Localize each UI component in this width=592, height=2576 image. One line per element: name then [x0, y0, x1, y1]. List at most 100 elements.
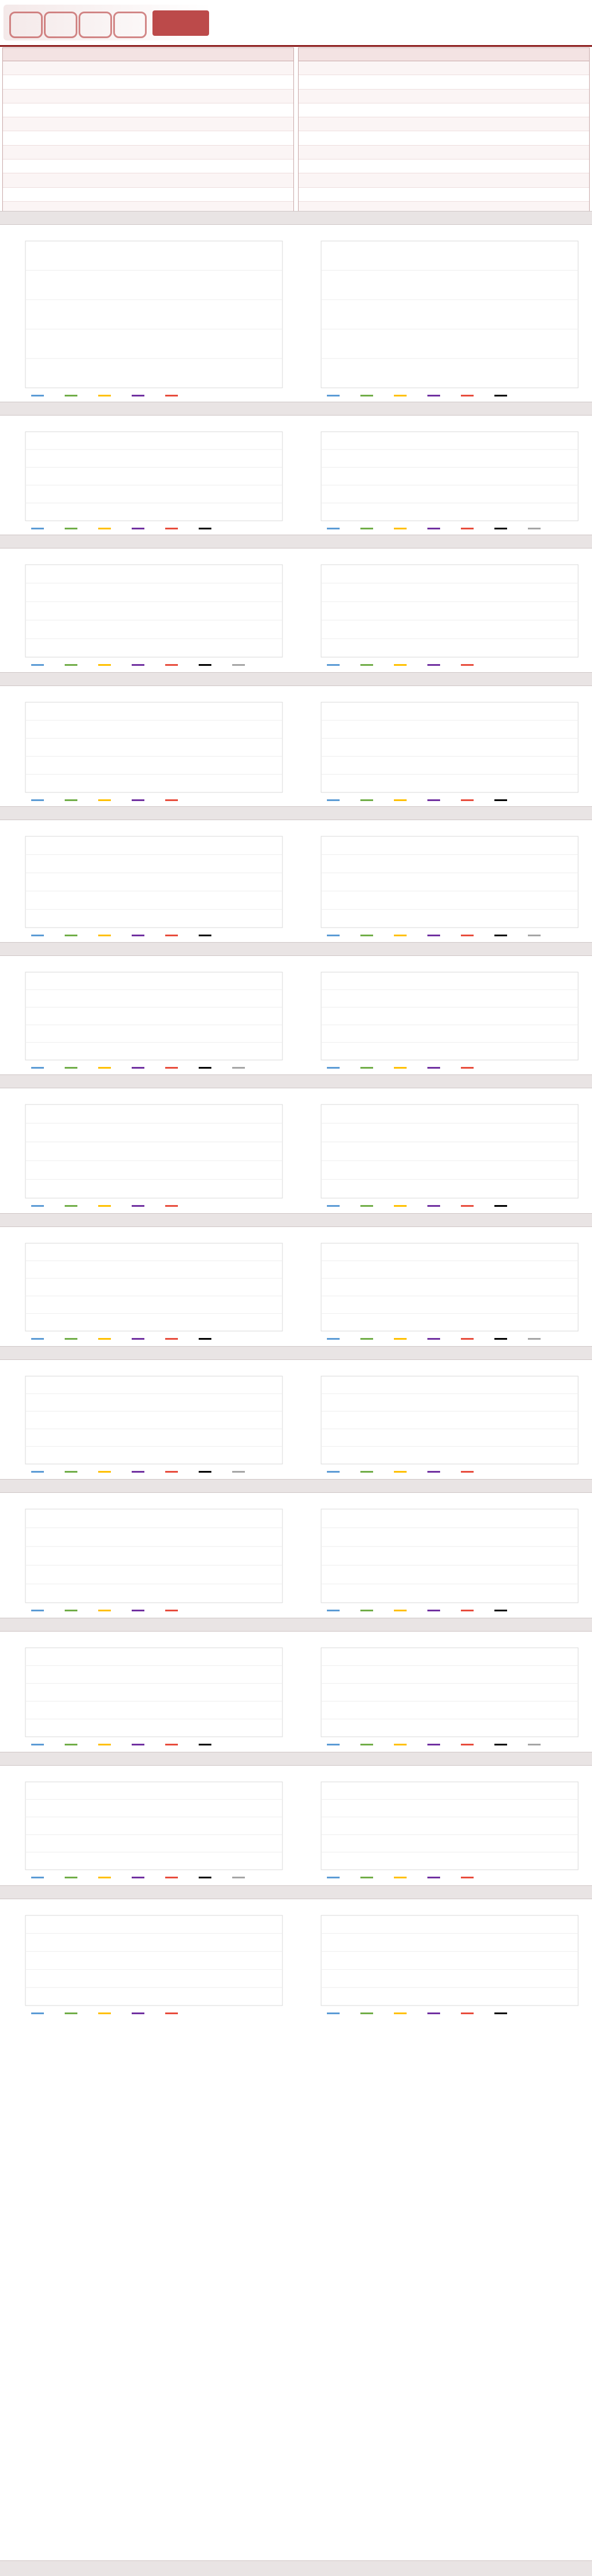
chart-panel — [298, 1088, 590, 1218]
legend-swatch — [65, 395, 77, 396]
legend-swatch — [165, 935, 178, 936]
legend-swatch — [494, 1205, 507, 1207]
legend-swatch — [132, 799, 144, 801]
legend-swatch — [327, 1744, 340, 1745]
chart-panel — [2, 548, 294, 677]
chart-panel — [2, 1360, 294, 1484]
chart-svg — [321, 1376, 579, 1473]
legend-swatch — [360, 1744, 373, 1745]
plot-area — [321, 431, 579, 521]
table-row — [3, 145, 293, 160]
logo-mark — [44, 12, 77, 38]
legend-swatch — [132, 395, 144, 396]
legend-swatch — [132, 1205, 144, 1207]
legend-swatch — [494, 2012, 507, 2014]
legend-swatch — [165, 1338, 178, 1340]
plot-area — [321, 1647, 579, 1737]
table-row — [299, 160, 589, 174]
plot-area — [25, 564, 283, 658]
legend-swatch — [31, 799, 44, 801]
legend-swatch — [165, 395, 178, 396]
legend-swatch — [31, 395, 44, 396]
legend-swatch — [461, 1067, 474, 1069]
legend-swatch — [65, 664, 77, 666]
logo-seal — [152, 10, 209, 36]
plot-area — [25, 836, 283, 928]
legend-swatch — [132, 1338, 144, 1340]
legend-swatch — [65, 1067, 77, 1069]
legend-swatch — [98, 1471, 111, 1473]
plot-area — [321, 702, 579, 793]
chart-svg — [25, 240, 283, 396]
chart-title-band — [0, 1618, 592, 1632]
chart-panel — [298, 1766, 590, 1889]
legend-swatch — [65, 1877, 77, 1878]
logo-mark — [9, 12, 43, 38]
legend-swatch — [394, 1744, 407, 1745]
legend-swatch — [360, 799, 373, 801]
summary-table — [0, 47, 592, 216]
legend-swatch — [327, 664, 340, 666]
legend-swatch — [31, 935, 44, 936]
table-row — [3, 160, 293, 174]
chart-panel — [2, 1088, 294, 1218]
legend-swatch — [31, 1205, 44, 1207]
legend-swatch — [232, 1471, 245, 1473]
legend-swatch — [31, 1067, 44, 1069]
plot-area — [25, 1508, 283, 1603]
chart-svg — [321, 1243, 579, 1340]
table-row — [3, 89, 293, 103]
legend-swatch — [394, 1205, 407, 1207]
legend-swatch — [199, 1877, 211, 1878]
legend-swatch — [427, 799, 440, 801]
legend-swatch — [232, 1877, 245, 1878]
legend-swatch — [327, 1471, 340, 1473]
chart-title-band — [0, 1346, 592, 1360]
legend-swatch — [65, 1338, 77, 1340]
legend-swatch — [31, 1877, 44, 1878]
legend-swatch — [165, 664, 178, 666]
chart-title-band — [0, 402, 592, 416]
legend-swatch — [427, 1205, 440, 1207]
plot-area — [25, 1104, 283, 1199]
legend-swatch — [427, 1877, 440, 1878]
legend-swatch — [165, 528, 178, 529]
plot-area — [321, 1104, 579, 1199]
legend-swatch — [132, 1610, 144, 1611]
legend-swatch — [494, 935, 507, 936]
legend-swatch — [461, 1471, 474, 1473]
table-row — [299, 173, 589, 188]
table-header-row — [299, 48, 589, 61]
legend-swatch — [232, 664, 245, 666]
plot-area — [321, 972, 579, 1061]
legend-swatch — [327, 2012, 340, 2014]
chart-panel — [2, 225, 294, 407]
chart-svg — [25, 1243, 283, 1340]
legend-swatch — [65, 799, 77, 801]
legend-swatch — [494, 1744, 507, 1745]
legend-swatch — [494, 395, 507, 396]
legend-swatch — [327, 935, 340, 936]
legend-swatch — [360, 528, 373, 529]
legend-swatch — [327, 1877, 340, 1878]
legend-swatch — [31, 1471, 44, 1473]
legend-swatch — [360, 1067, 373, 1069]
legend-swatch — [327, 799, 340, 801]
legend-swatch — [461, 1338, 474, 1340]
legend-swatch — [132, 1744, 144, 1745]
chart-panel — [298, 416, 590, 540]
spot-price-table — [2, 47, 294, 216]
legend-swatch — [427, 1338, 440, 1340]
legend-swatch — [31, 1338, 44, 1340]
chart-panel — [2, 1766, 294, 1889]
legend-swatch — [360, 1471, 373, 1473]
legend-swatch — [394, 1471, 407, 1473]
chart-panel — [2, 1632, 294, 1756]
logo-mark — [113, 12, 147, 38]
legend-swatch — [199, 664, 211, 666]
legend-swatch — [394, 528, 407, 529]
legend-swatch — [132, 935, 144, 936]
chart-panel — [2, 1493, 294, 1622]
legend-swatch — [199, 1744, 211, 1745]
legend-swatch — [98, 1610, 111, 1611]
